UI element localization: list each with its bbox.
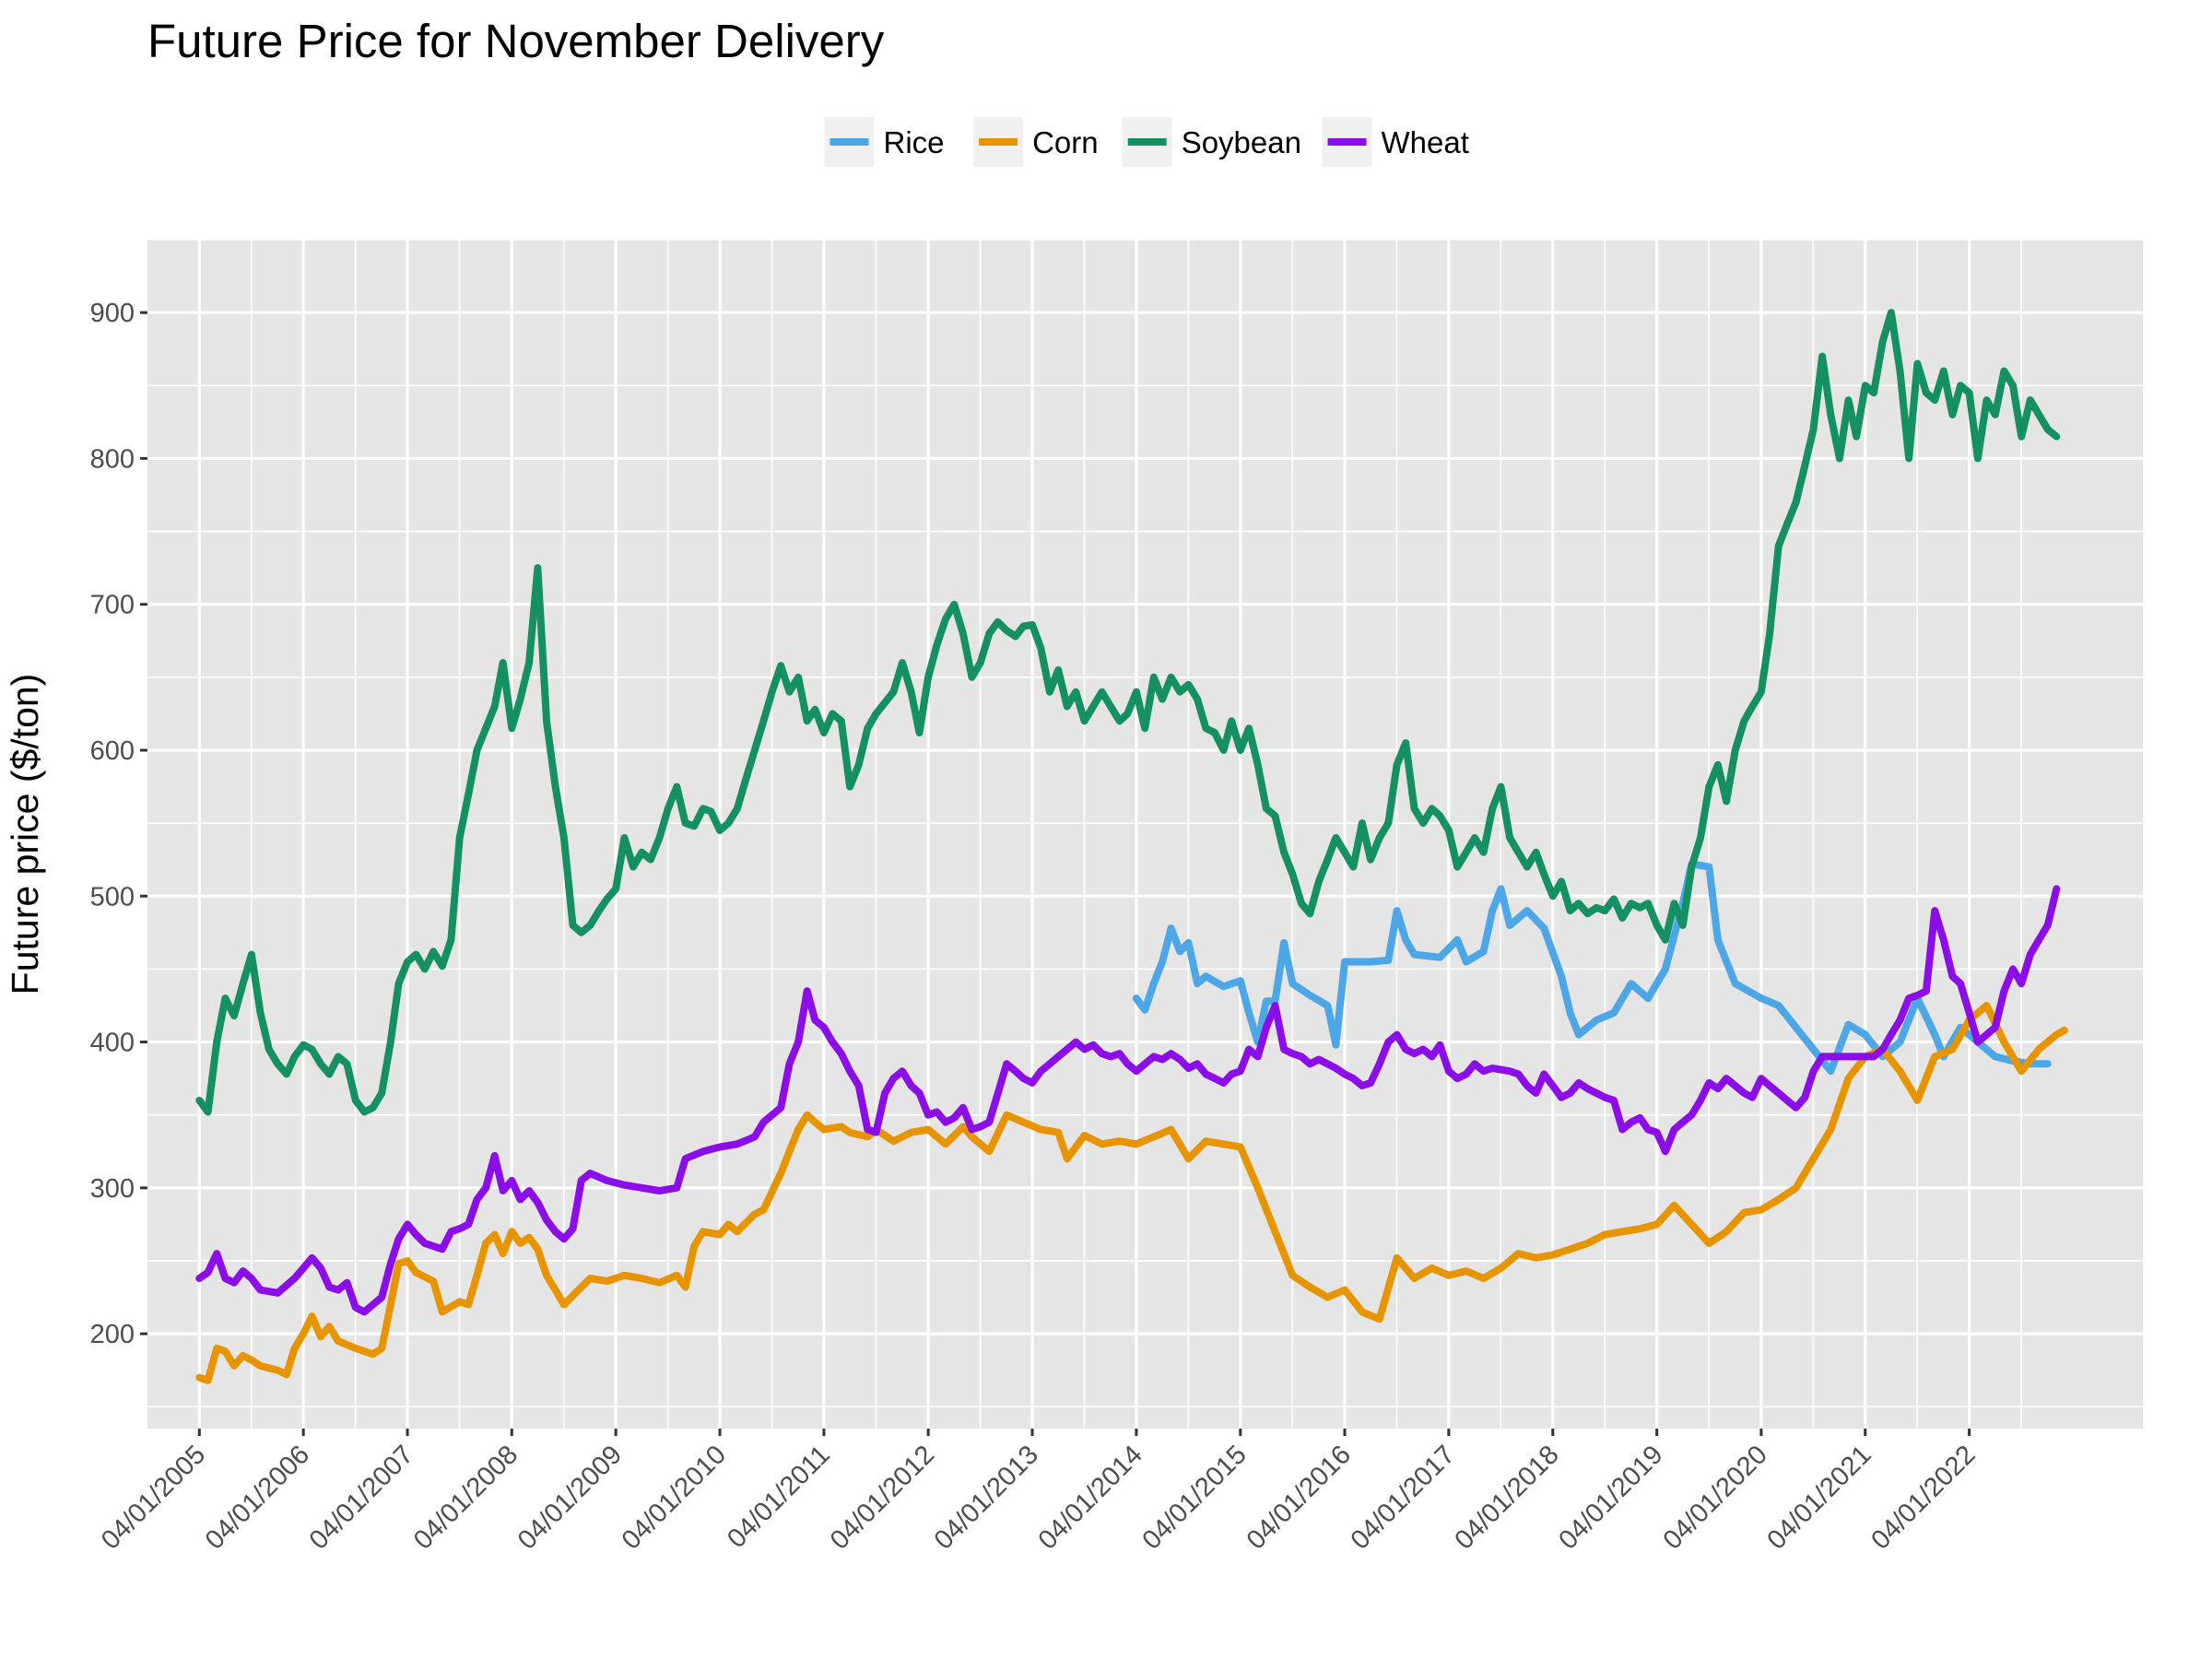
- x-tick-label: 04/01/2022: [1865, 1440, 1981, 1555]
- x-tick-label: 04/01/2019: [1553, 1440, 1668, 1555]
- x-axis: 04/01/200504/01/200604/01/200704/01/2008…: [96, 1429, 1982, 1556]
- chart-title: Future Price for November Delivery: [147, 15, 885, 67]
- series-line-corn: [195, 1002, 2068, 1384]
- y-tick-label: 300: [90, 1174, 135, 1204]
- y-tick-label: 900: [90, 299, 135, 328]
- y-axis: 200 300 400 500 600 700 800 900: [90, 299, 147, 1349]
- y-tick-label: 400: [90, 1029, 135, 1058]
- x-tick-label: 04/01/2021: [1761, 1440, 1877, 1555]
- x-tick-label: 04/01/2013: [929, 1440, 1044, 1555]
- x-tick-label: 04/01/2015: [1136, 1440, 1252, 1555]
- x-tick-label: 04/01/2020: [1658, 1440, 1773, 1555]
- y-tick-label: 500: [90, 882, 135, 912]
- legend-label: Soybean: [1182, 125, 1301, 159]
- y-axis-title: Future price ($/ton): [4, 674, 46, 995]
- legend-label: Rice: [884, 125, 945, 159]
- x-tick-label: 04/01/2009: [512, 1440, 628, 1555]
- x-tick-label: 04/01/2012: [825, 1440, 940, 1555]
- x-tick-label: 04/01/2011: [722, 1440, 836, 1554]
- legend: Rice Corn Soybean Wheat: [824, 117, 1469, 167]
- x-tick-label: 04/01/2007: [304, 1440, 419, 1555]
- x-tick-label: 04/01/2016: [1241, 1440, 1357, 1555]
- x-tick-label: 04/01/2005: [96, 1440, 211, 1555]
- x-tick-label: 04/01/2010: [617, 1440, 732, 1555]
- x-tick-label: 04/01/2017: [1346, 1440, 1461, 1555]
- legend-item-rice: Rice: [824, 117, 945, 167]
- x-tick-label: 04/01/2006: [200, 1440, 315, 1555]
- x-tick-label: 04/01/2014: [1033, 1440, 1148, 1555]
- y-tick-label: 800: [90, 444, 135, 474]
- series-line-rice: [1132, 860, 2052, 1076]
- series-line-soybean: [195, 309, 2061, 1116]
- y-tick-label: 700: [90, 591, 135, 620]
- legend-item-wheat: Wheat: [1322, 117, 1469, 167]
- y-tick-label: 200: [90, 1320, 135, 1349]
- y-tick-label: 600: [90, 736, 135, 766]
- legend-item-soybean: Soybean: [1122, 117, 1301, 167]
- legend-item-corn: Corn: [973, 117, 1099, 167]
- legend-label: Corn: [1032, 125, 1099, 159]
- x-tick-label: 04/01/2008: [408, 1440, 524, 1555]
- x-tick-label: 04/01/2018: [1449, 1440, 1564, 1555]
- series-line-wheat: [195, 885, 2061, 1316]
- legend-label: Wheat: [1382, 125, 1469, 159]
- series-group: [195, 309, 2068, 1384]
